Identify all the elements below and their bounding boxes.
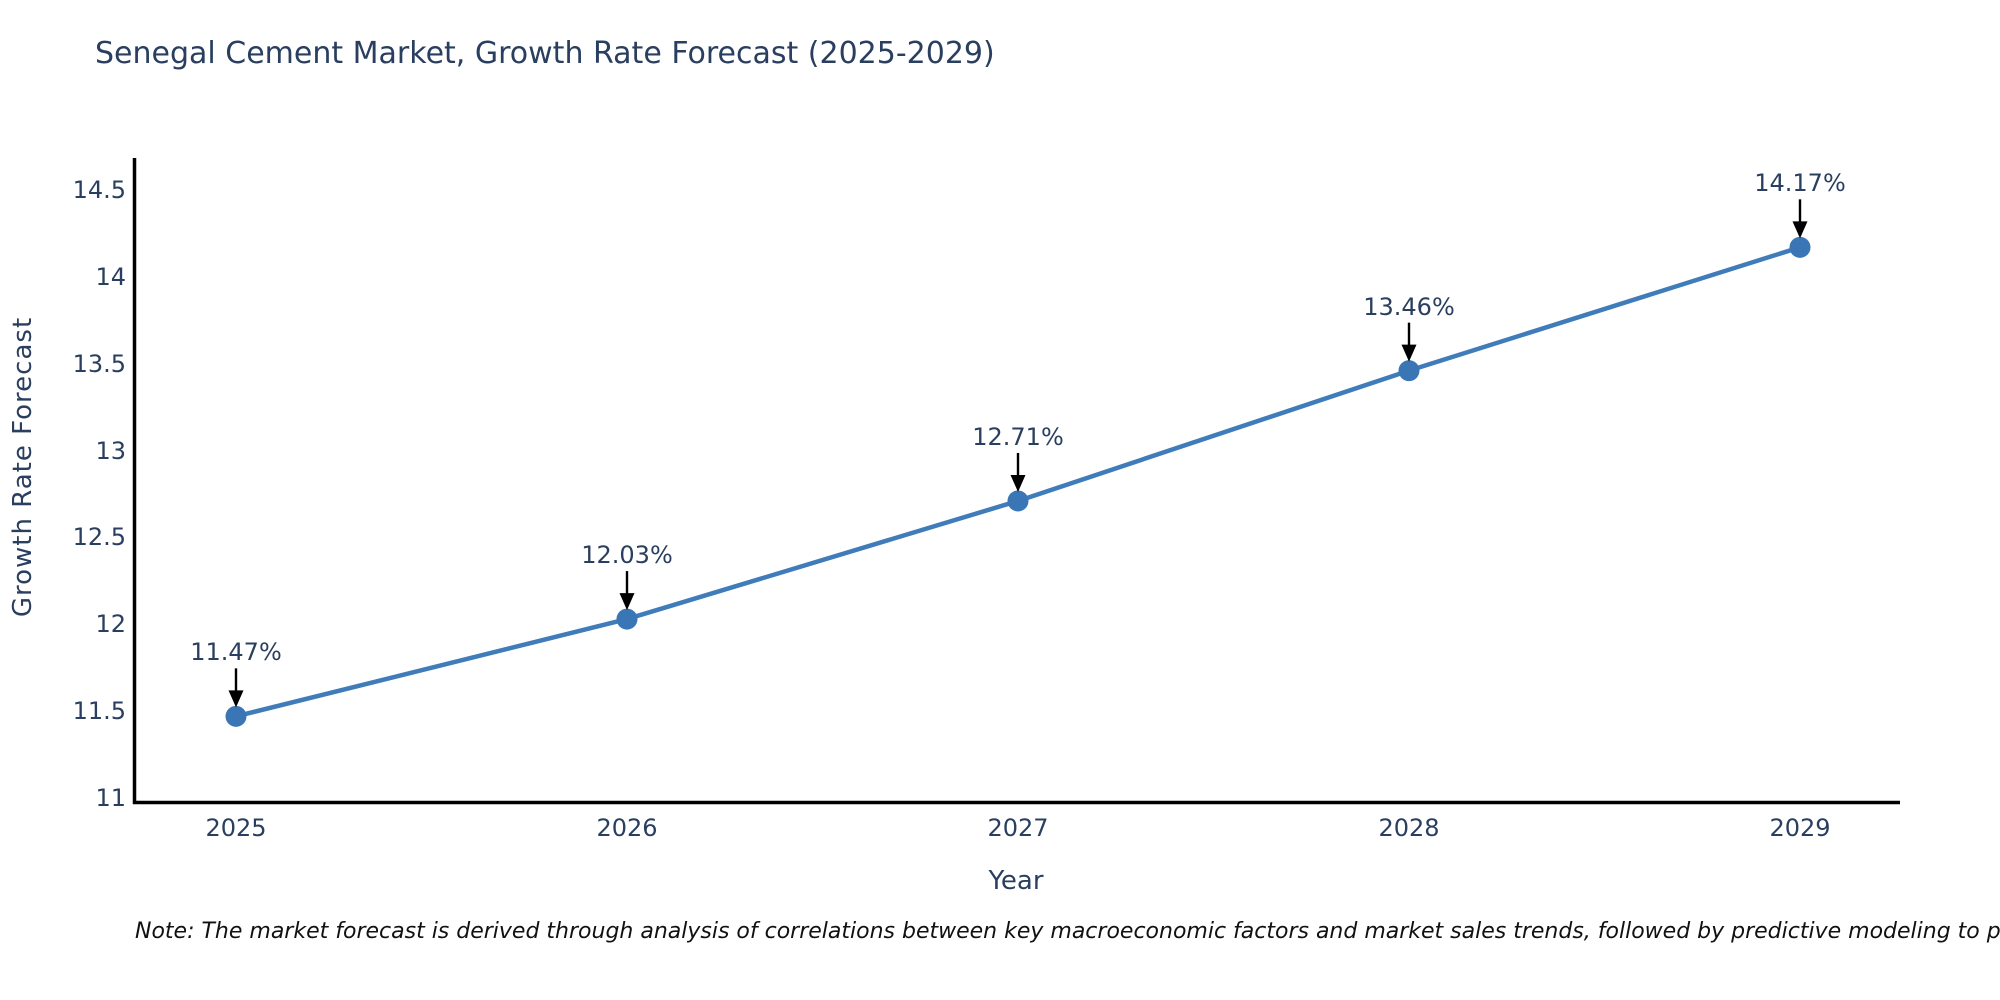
data-point-marker bbox=[1789, 236, 1811, 258]
data-annotation-label: 14.17% bbox=[1754, 169, 1846, 198]
data-annotation-label: 13.46% bbox=[1363, 292, 1455, 321]
data-annotation-label: 12.03% bbox=[581, 541, 673, 570]
annotation-arrowhead bbox=[1401, 344, 1417, 362]
y-tick-label: 12.5 bbox=[72, 523, 126, 552]
data-annotation-label: 11.47% bbox=[190, 638, 282, 667]
x-tick-label: 2028 bbox=[1378, 814, 1440, 842]
y-tick-label: 14 bbox=[95, 262, 126, 291]
x-tick-label: 2025 bbox=[205, 814, 267, 842]
x-axis-title: Year bbox=[988, 866, 1044, 896]
data-point-marker bbox=[616, 608, 638, 630]
data-point-marker bbox=[1398, 360, 1420, 382]
y-tick-label: 11.5 bbox=[72, 697, 126, 726]
data-point-marker bbox=[225, 705, 247, 727]
y-tick-label: 13.5 bbox=[72, 349, 126, 378]
data-point-marker bbox=[1007, 490, 1029, 512]
x-tick-label: 2026 bbox=[596, 814, 658, 842]
x-tick-label: 2027 bbox=[987, 814, 1049, 842]
annotation-arrowhead bbox=[619, 593, 635, 611]
footnote: Note: The market forecast is derived thr… bbox=[135, 919, 2000, 944]
y-tick-label: 12 bbox=[95, 610, 126, 639]
data-annotation-label: 12.71% bbox=[972, 422, 1064, 451]
annotation-arrowhead bbox=[228, 690, 244, 708]
y-tick-label: 14.5 bbox=[72, 176, 126, 204]
x-tick-label: 2029 bbox=[1769, 814, 1831, 842]
y-tick-label: 11 bbox=[95, 784, 126, 812]
y-tick-label: 13 bbox=[95, 436, 126, 465]
annotation-arrowhead bbox=[1792, 221, 1808, 239]
chart-title: Senegal Cement Market, Growth Rate Forec… bbox=[95, 36, 995, 71]
annotation-arrowhead bbox=[1010, 474, 1026, 492]
